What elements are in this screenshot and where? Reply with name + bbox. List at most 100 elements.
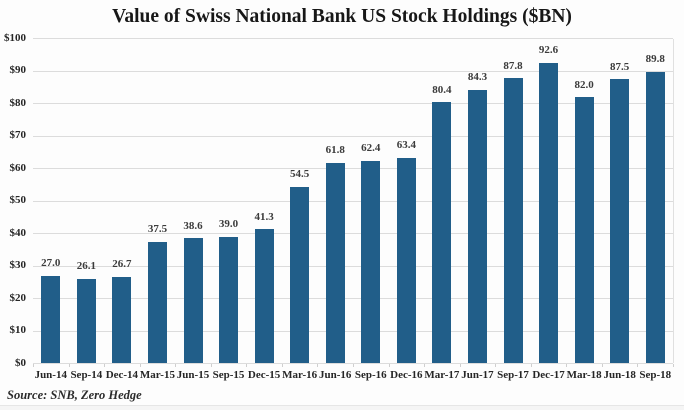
gridline-$20 (33, 298, 673, 300)
gridline-$60 (33, 168, 673, 170)
bar-value-label: 84.3 (467, 71, 488, 84)
x-axis-tick (33, 363, 34, 367)
bar-value-label: 41.3 (254, 210, 274, 223)
gridline-$50 (33, 200, 673, 202)
x-axis-tick (317, 363, 319, 367)
x-axis-tick (281, 363, 283, 367)
bar-value-label: 63.4 (396, 139, 416, 152)
bar-value-label: 39.0 (218, 218, 239, 231)
gridline-$90 (33, 70, 673, 72)
bar-Dec-16 (396, 157, 416, 364)
x-axis-label: Sep-17 (497, 369, 529, 381)
gridline-$40 (33, 233, 673, 235)
source-note: Source: SNB, Zero Hedge (7, 388, 142, 402)
chart-title: Value of Swiss National Bank US Stock Ho… (112, 6, 572, 27)
x-axis-tick (566, 363, 568, 367)
bar-Sep-15 (219, 236, 239, 364)
x-axis-tick (210, 363, 212, 367)
y-axis-label: $60 (9, 161, 27, 174)
x-axis-label: Jun-14 (34, 369, 67, 381)
y-axis-label: $20 (9, 291, 27, 304)
bar-Dec-15 (254, 229, 274, 364)
gridline-$10 (33, 330, 673, 332)
bar-value-label: 26.7 (112, 258, 132, 271)
x-axis-label: Mar-16 (282, 369, 318, 381)
bar-Dec-14 (112, 276, 132, 364)
bar-value-label: 61.8 (325, 144, 345, 157)
bar-Mar-15 (147, 241, 167, 364)
x-axis-label: Sep-16 (354, 369, 387, 381)
x-axis-tick (601, 363, 603, 367)
x-axis-label: Jun-16 (319, 369, 352, 381)
bar-value-label: 62.4 (361, 142, 381, 155)
bar-value-label: 82.0 (574, 78, 594, 91)
x-axis-label: Mar-17 (424, 369, 460, 381)
x-axis-tick (175, 363, 177, 367)
x-axis-label: Jun-15 (176, 369, 210, 381)
bar-Dec-17 (539, 62, 559, 364)
x-axis-tick (388, 363, 390, 367)
bottom-border (0, 405, 684, 410)
bar-Mar-16 (290, 186, 310, 364)
x-axis-tick (424, 363, 426, 367)
x-axis-label: Sep-18 (639, 369, 672, 381)
bar-value-label: 92.6 (538, 44, 559, 57)
x-axis-label: Mar-18 (566, 369, 602, 381)
x-axis-tick (104, 363, 106, 367)
x-axis-label: Mar-15 (139, 369, 175, 381)
x-axis-label: Dec-17 (532, 369, 565, 381)
bar-Jun-16 (325, 162, 345, 364)
x-axis-label: Dec-15 (247, 369, 281, 381)
gridline-$100 (33, 38, 673, 40)
y-axis-label: $70 (9, 129, 27, 142)
plot-right-border (673, 38, 674, 364)
x-axis-tick (495, 363, 497, 367)
bar-Jun-17 (467, 89, 487, 364)
bar-Jun-15 (183, 238, 203, 364)
bar-Jun-18 (610, 79, 630, 364)
bar-value-label: 80.4 (432, 83, 452, 96)
bar-value-label: 27.0 (41, 257, 61, 270)
gridline-$80 (33, 103, 673, 105)
x-axis-tick (673, 363, 674, 367)
x-axis-label: Sep-14 (70, 369, 103, 381)
x-axis-tick (68, 363, 70, 367)
x-axis-tick (353, 363, 354, 367)
y-axis-label: $0 (15, 356, 26, 369)
bar-value-label: 37.5 (147, 223, 168, 236)
gridline-$70 (33, 135, 673, 137)
y-axis-label: $100 (4, 31, 26, 44)
bar-Mar-18 (574, 97, 594, 364)
bar-value-label: 87.5 (610, 60, 630, 73)
x-axis-label: Jun-17 (461, 369, 494, 381)
x-axis-tick (530, 363, 532, 367)
y-axis-label: $40 (9, 226, 27, 239)
bar-value-label: 54.5 (290, 168, 310, 181)
y-axis-label: $50 (9, 194, 27, 207)
bar-value-label: 89.8 (645, 53, 665, 66)
x-axis-label: Jun-18 (603, 369, 636, 381)
bar-Sep-16 (361, 160, 381, 364)
x-axis-tick (246, 363, 248, 367)
bar-Sep-18 (645, 71, 665, 364)
x-axis-tick (459, 363, 461, 367)
y-axis-label: $80 (9, 96, 27, 109)
x-axis-label: Sep-15 (212, 369, 245, 381)
y-axis-label: $30 (9, 259, 27, 272)
y-axis-label: $90 (9, 64, 27, 77)
bar-value-label: 38.6 (183, 219, 203, 232)
x-axis-label: Dec-16 (390, 369, 423, 381)
x-axis-tick (637, 363, 639, 367)
bar-Sep-14 (76, 278, 96, 364)
bar-value-label: 26.1 (76, 260, 96, 273)
y-axis-label: $10 (9, 324, 27, 337)
bar-Sep-17 (503, 78, 523, 364)
gridline-$30 (33, 265, 673, 267)
bar-value-label: 87.8 (503, 59, 523, 72)
bar-Mar-17 (432, 102, 452, 364)
x-axis-tick (139, 363, 141, 367)
x-axis-label: Dec-14 (105, 369, 139, 381)
bar-Jun-14 (41, 275, 61, 364)
